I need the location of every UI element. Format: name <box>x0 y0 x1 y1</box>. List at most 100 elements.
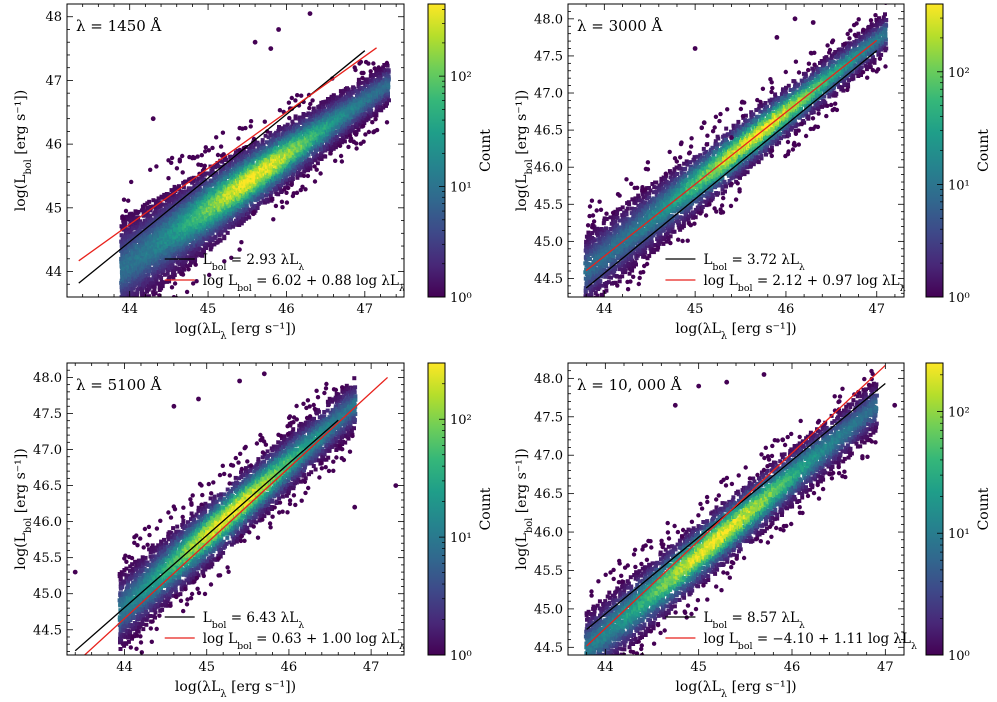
density-cell <box>250 206 255 211</box>
density-cell <box>608 233 613 238</box>
density-cell <box>604 251 609 256</box>
density-cell <box>334 129 339 134</box>
density-cell <box>241 213 246 218</box>
density-cell <box>585 303 589 307</box>
density-cell <box>310 118 315 123</box>
density-cell <box>166 216 171 221</box>
density-cell <box>189 255 194 260</box>
density-cell <box>638 234 643 239</box>
density-cell <box>586 241 591 246</box>
density-cell <box>661 215 666 220</box>
sparse-point <box>289 95 294 101</box>
density-cell <box>590 231 595 235</box>
density-cell <box>658 194 663 199</box>
sparse-point <box>207 272 212 278</box>
y-tick-label: 47 <box>45 74 62 89</box>
density-cell <box>670 190 675 194</box>
sparse-point <box>243 125 248 131</box>
density-cell <box>160 282 165 287</box>
density-cell <box>635 246 640 251</box>
density-cell <box>293 114 298 119</box>
density-cell <box>139 279 144 284</box>
density-cell <box>165 271 170 276</box>
sparse-point <box>148 167 153 172</box>
density-cell <box>237 220 242 224</box>
density-cell <box>680 188 685 193</box>
density-cell <box>610 257 615 262</box>
density-cell <box>604 284 609 289</box>
density-cell <box>216 164 221 169</box>
density-cell <box>335 139 339 144</box>
sparse-point <box>337 143 343 148</box>
sparse-point <box>277 108 283 113</box>
density-cell <box>119 224 124 229</box>
density-cell <box>270 147 275 152</box>
density-cell <box>652 218 657 223</box>
density-cell <box>613 280 618 285</box>
density-cell <box>331 93 336 98</box>
density-cell <box>682 216 687 221</box>
density-cell <box>317 110 322 115</box>
density-cell <box>593 262 598 267</box>
density-cell <box>354 130 359 134</box>
density-cell <box>613 219 617 224</box>
density-cell <box>299 164 304 169</box>
density-cell <box>159 221 164 226</box>
density-cell <box>629 206 634 211</box>
density-cell <box>286 126 291 131</box>
density-cell <box>207 207 212 211</box>
panel-2: 44 45 46 4744.545.045.546.046.547.047.548.0… <box>514 3 992 342</box>
density-cell <box>186 197 191 202</box>
density-cell <box>323 138 328 143</box>
density-cell <box>285 181 290 186</box>
density-cell <box>613 238 618 243</box>
density-cell <box>208 172 213 177</box>
density-cell <box>148 204 153 209</box>
density-cell <box>627 222 632 227</box>
density-cell <box>635 223 640 228</box>
density-cell <box>589 262 593 267</box>
density-cell <box>597 259 602 264</box>
density-cell <box>679 200 684 204</box>
density-cell <box>615 223 620 228</box>
density-cell <box>586 301 590 305</box>
sparse-point <box>310 98 315 103</box>
density-cell <box>170 265 174 270</box>
density-cell <box>366 95 371 100</box>
density-cell <box>145 228 150 233</box>
density-cell <box>246 160 251 165</box>
density-cell <box>235 169 240 174</box>
sparse-point <box>191 281 196 286</box>
density-cell <box>280 154 284 159</box>
density-cell <box>167 253 172 258</box>
sparse-point <box>363 132 368 137</box>
density-cells <box>119 11 391 297</box>
density-cell <box>136 258 141 262</box>
density-cell <box>163 248 168 253</box>
density-cell <box>275 180 280 185</box>
density-cell <box>277 125 281 129</box>
density-cell <box>678 166 683 171</box>
density-cell <box>197 191 202 196</box>
density-cell <box>223 180 228 185</box>
sparse-point <box>373 117 378 122</box>
density-cell <box>247 146 252 151</box>
density-cell <box>645 204 650 209</box>
density-cell <box>181 185 186 190</box>
density-cell <box>182 267 187 272</box>
density-cell <box>672 167 677 172</box>
density-cell <box>342 121 347 126</box>
density-cell <box>676 219 681 224</box>
density-cell <box>385 71 390 76</box>
density-cell <box>595 293 600 297</box>
sparse-point <box>251 211 256 217</box>
density-cell <box>584 259 589 264</box>
density-cell <box>218 212 223 217</box>
density-cell <box>631 249 636 254</box>
fit-line-loglinear <box>78 47 377 262</box>
density-cell <box>197 181 202 186</box>
density-cell <box>675 172 680 176</box>
density-cell <box>189 247 193 252</box>
density-cell <box>653 197 658 202</box>
density-cell <box>297 141 302 145</box>
